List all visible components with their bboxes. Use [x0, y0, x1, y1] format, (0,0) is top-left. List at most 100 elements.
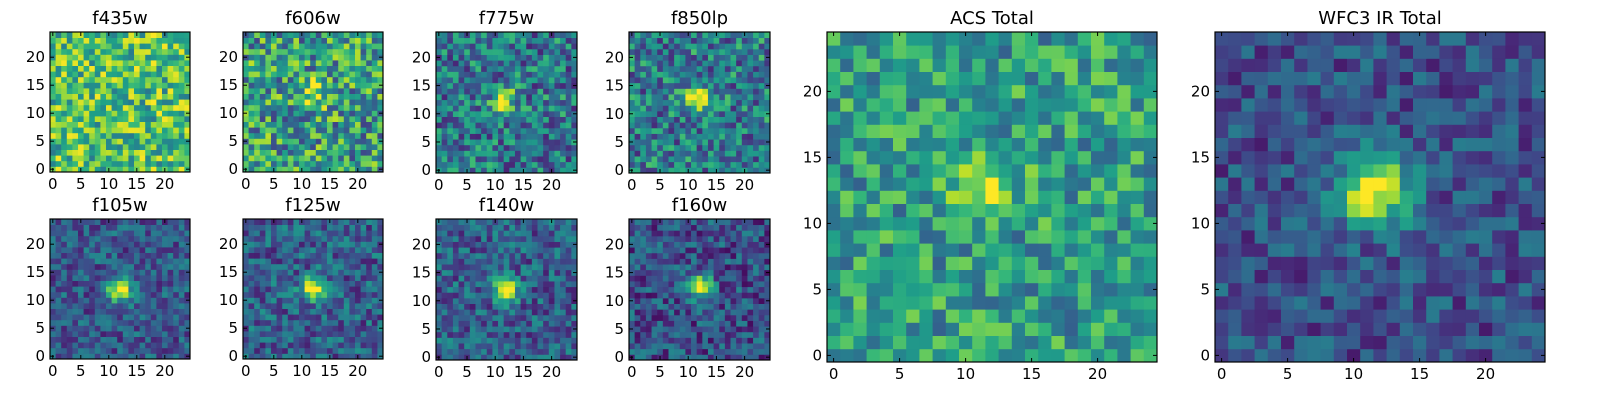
- heatmap-cell: [486, 269, 493, 276]
- heatmap-cell: [94, 88, 101, 94]
- heatmap-cell: [173, 60, 180, 66]
- heatmap-cell: [271, 308, 277, 315]
- heatmap-cell: [287, 138, 294, 145]
- heatmap-cell: [310, 155, 317, 162]
- heatmap-cell: [657, 105, 664, 112]
- heatmap-cell: [167, 60, 174, 66]
- heatmap-cell: [531, 71, 538, 78]
- heatmap-cell: [355, 347, 361, 354]
- heatmap-cell: [117, 297, 124, 304]
- heatmap-cell: [282, 160, 289, 167]
- heatmap-cell: [349, 60, 356, 66]
- heatmap-cell: [287, 48, 294, 55]
- heatmap-cell: [464, 122, 471, 129]
- heatmap-cell: [167, 76, 174, 83]
- heatmap-cell: [304, 155, 311, 162]
- heatmap-cell: [178, 71, 185, 78]
- heatmap-cell: [464, 275, 471, 282]
- heatmap-cell: [571, 161, 578, 168]
- heatmap-cell: [537, 326, 544, 333]
- heatmap-cell: [640, 354, 647, 361]
- heatmap-cell: [259, 325, 266, 332]
- heatmap-cell: [747, 43, 754, 50]
- heatmap-cell: [707, 105, 714, 112]
- heatmap-cell: [565, 343, 572, 350]
- heatmap-cell: [707, 337, 714, 344]
- heatmap-cell: [526, 275, 533, 282]
- heatmap-cell: [724, 77, 731, 84]
- heatmap-cell: [355, 325, 361, 332]
- heatmap-cell: [366, 37, 373, 44]
- heatmap-cell: [531, 127, 538, 134]
- heatmap-cell: [55, 247, 62, 253]
- heatmap-cell: [321, 314, 328, 321]
- heatmap-cell: [156, 138, 163, 145]
- heatmap-cell: [145, 88, 152, 94]
- heatmap-cell: [299, 54, 305, 61]
- heatmap-cell: [452, 241, 459, 248]
- heatmap-cell: [645, 326, 652, 333]
- heatmap-cell: [537, 247, 544, 254]
- heatmap-cell: [366, 314, 373, 321]
- heatmap-cell: [72, 258, 79, 265]
- heatmap-cell: [520, 48, 527, 55]
- heatmap-cell: [156, 82, 163, 89]
- heatmap-cell: [452, 247, 459, 254]
- heatmap-cell: [327, 303, 333, 309]
- heatmap-cell: [184, 144, 191, 150]
- heatmap-cell: [128, 353, 135, 360]
- heatmap-cell: [640, 326, 647, 333]
- heatmap-cell: [299, 336, 305, 343]
- heatmap-cell: [248, 230, 255, 237]
- heatmap-cell: [509, 286, 516, 293]
- heatmap-cell: [248, 325, 255, 332]
- heatmap-cell: [645, 32, 652, 39]
- heatmap-cell: [629, 116, 636, 123]
- heatmap-cell: [117, 291, 124, 298]
- heatmap-cell: [679, 71, 686, 78]
- heatmap-cell: [531, 82, 538, 89]
- heatmap-cell: [662, 110, 669, 117]
- heatmap-cell: [719, 309, 726, 316]
- heatmap-cell: [492, 235, 499, 242]
- heatmap-cell: [713, 331, 720, 338]
- heatmap-cell: [565, 331, 572, 338]
- heatmap-cell: [458, 139, 465, 146]
- heatmap-cell: [475, 139, 482, 146]
- heatmap-cell: [293, 224, 300, 231]
- heatmap-cell: [651, 122, 658, 129]
- heatmap-cell: [304, 116, 311, 122]
- heatmap-cell: [436, 275, 443, 282]
- heatmap-cell: [128, 269, 135, 276]
- heatmap-cell: [713, 99, 720, 106]
- heatmap-cell: [254, 88, 261, 94]
- heatmap-cell: [560, 127, 567, 134]
- heatmap-cell: [548, 297, 555, 304]
- heatmap-cell: [741, 331, 748, 338]
- heatmap-cell: [481, 235, 488, 242]
- heatmap-cell: [758, 43, 765, 50]
- heatmap-cell: [111, 43, 118, 50]
- heatmap-cell: [355, 297, 361, 304]
- heatmap-cell: [50, 291, 56, 298]
- heatmap-cell: [452, 161, 459, 168]
- heatmap-cell: [560, 88, 567, 95]
- heatmap-cell: [514, 71, 521, 78]
- heatmap-cell: [548, 110, 555, 117]
- heatmap-cell: [310, 336, 317, 343]
- heatmap-cell: [685, 133, 692, 140]
- heatmap-cell: [492, 133, 499, 140]
- heatmap-cell: [355, 263, 361, 270]
- heatmap-cell: [321, 48, 328, 55]
- heatmap-cell: [343, 104, 350, 111]
- heatmap-cell: [713, 343, 720, 350]
- heatmap-cell: [94, 235, 101, 242]
- heatmap-cell: [355, 308, 361, 315]
- heatmap-cell: [736, 48, 743, 55]
- heatmap-cell: [531, 343, 538, 350]
- heatmap-cell: [651, 60, 658, 67]
- heatmap-cell: [685, 326, 692, 333]
- heatmap-cell: [128, 219, 135, 225]
- heatmap-cell: [139, 88, 146, 94]
